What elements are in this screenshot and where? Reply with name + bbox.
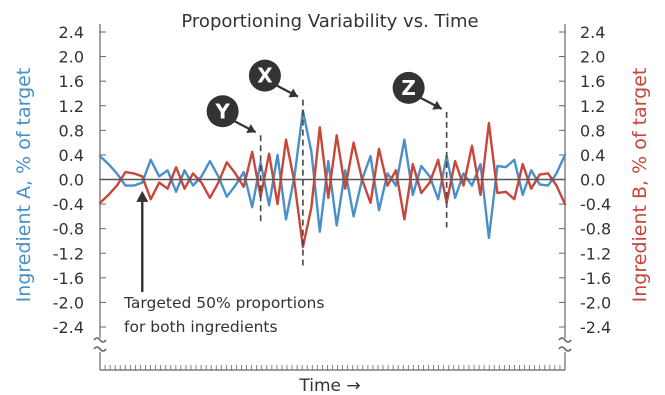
y-tick-label-right: -0.8 [580, 220, 611, 239]
series-layer [98, 109, 567, 249]
series-line-b [98, 121, 567, 249]
event-arrowhead-y [246, 124, 256, 133]
event-markers-layer: X Y Z [206, 59, 448, 266]
event-marker-label-y: Y [214, 99, 230, 123]
y-tick-label-right: 0.0 [580, 171, 605, 190]
event-marker-y [206, 95, 239, 128]
y-axis-label-right: Ingredient B, % of target [629, 68, 651, 303]
axis-break-right [558, 337, 572, 352]
event-arrowhead-x [288, 88, 298, 98]
x-axis-label: Time → [298, 376, 360, 395]
y-tick-label-left: 0.8 [59, 121, 84, 140]
axes-layer: 2.4 2.4 2.0 2.0 1.6 1.6 1.2 1.2 0.8 0.8 0.4 0.4 0.0 0… [53, 23, 611, 371]
annotation-text-line1: Targeted 50% proportions [123, 294, 324, 312]
event-marker-z [392, 71, 425, 104]
y-tick-label-left: -2.0 [53, 293, 84, 312]
annotation-arrowhead [136, 190, 149, 202]
y-tick-label-right: 0.4 [580, 146, 605, 165]
y-tick-label-left: 2.0 [59, 48, 84, 67]
y-tick-label-left: -0.8 [53, 220, 84, 239]
y-tick-label-left: -1.6 [53, 269, 84, 288]
y-tick-label-right: -1.6 [580, 269, 611, 288]
event-arrowhead-z [432, 100, 442, 110]
event-marker-label-z: Z [401, 76, 416, 100]
y-tick-label-right: -2.4 [580, 318, 611, 337]
series-line-a [98, 109, 567, 240]
y-tick-label-left: 0.0 [59, 171, 84, 190]
y-tick-label-right: 1.6 [580, 72, 605, 91]
y-tick-label-right: -2.0 [580, 293, 611, 312]
chart-title: Proportioning Variability vs. Time [181, 11, 478, 32]
y-tick-label-left: 2.4 [59, 23, 84, 42]
y-tick-label-right: 1.2 [580, 97, 605, 116]
y-tick-label-left: 1.2 [59, 97, 84, 116]
y-axis-label-left: Ingredient A, % of target [13, 68, 35, 303]
y-tick-label-right: -0.4 [580, 195, 611, 214]
y-tick-label-left: 1.6 [59, 72, 84, 91]
y-tick-label-right: -1.2 [580, 244, 611, 263]
y-tick-label-right: 2.0 [580, 48, 605, 67]
event-marker-label-x: X [257, 64, 273, 88]
y-tick-label-right: 2.4 [580, 23, 605, 42]
y-tick-label-right: 0.8 [580, 121, 605, 140]
y-tick-label-left: 0.4 [59, 146, 84, 165]
y-tick-label-left: -0.4 [53, 195, 84, 214]
y-tick-label-left: -1.2 [53, 244, 84, 263]
annotation-text-line2: for both ingredients [124, 318, 278, 336]
event-marker-x [248, 59, 281, 92]
axis-break-left [93, 337, 107, 352]
y-tick-label-left: -2.4 [53, 318, 84, 337]
